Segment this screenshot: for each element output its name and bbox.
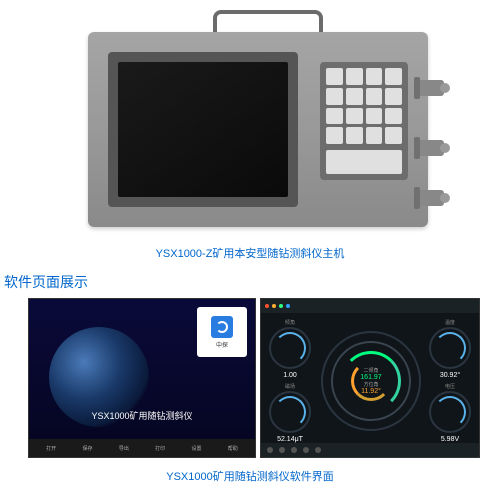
mini-gauge-tr: 温度 30.92° (429, 327, 471, 369)
connector-icon (416, 140, 444, 156)
center-value-1: 161.97 (360, 374, 381, 381)
gauge-label: 磁场 (271, 383, 309, 390)
gauge-value: 52.14μT (271, 436, 309, 443)
status-dot-icon (279, 304, 283, 308)
splash-screenshot: 中探 YSX1000矿用随钻测斜仪 打开 保存 导出 打印 设置 帮助 (28, 298, 256, 458)
toolbar-item: 导出 (119, 445, 129, 452)
device-body (88, 32, 428, 227)
screen-bezel (108, 52, 298, 207)
device-keypad (320, 62, 408, 180)
gauge-value: 5.98V (431, 436, 469, 443)
splash-title: YSX1000矿用随钻测斜仪 (29, 409, 255, 422)
logo-label: 中探 (216, 340, 228, 349)
toolbar-item: 打印 (155, 445, 165, 452)
mini-gauge-tl: 倾角 1.00 (269, 327, 311, 369)
dash-footer (261, 443, 479, 457)
gauge-value: 1.00 (271, 372, 309, 379)
footer-dot-icon (303, 447, 309, 453)
device-handle (213, 10, 323, 32)
status-dot-icon (286, 304, 290, 308)
keypad-grid (326, 68, 402, 144)
mini-gauge-bl: 磁场 52.14μT (269, 391, 311, 433)
dash-header (261, 299, 479, 313)
footer-dot-icon (315, 447, 321, 453)
gauge-value: 30.92° (431, 372, 469, 379)
software-screenshots: 中探 YSX1000矿用随钻测斜仪 打开 保存 导出 打印 设置 帮助 二倾角 (28, 298, 480, 458)
keypad-trackpad (326, 150, 402, 174)
toolbar-item: 帮助 (228, 445, 238, 452)
gauge-label: 温度 (431, 319, 469, 326)
mini-gauge-br: 电压 5.98V (429, 391, 471, 433)
center-value-2: 11.92° (361, 388, 381, 395)
software-caption: YSX1000矿用随钻测斜仪软件界面 (0, 468, 500, 484)
footer-dot-icon (291, 447, 297, 453)
connector-icon (416, 80, 444, 96)
dashboard-screenshot: 二倾角 161.97 方位角 11.92° 倾角 1.00 温度 30.92° … (260, 298, 480, 458)
section-title: 软件页面展示 (4, 272, 88, 292)
splash-toolbar: 打开 保存 导出 打印 设置 帮助 (29, 439, 255, 457)
connector-icon (416, 190, 444, 206)
toolbar-item: 保存 (82, 445, 92, 452)
splash-logo: 中探 (197, 307, 247, 357)
status-dot-icon (272, 304, 276, 308)
device-caption: YSX1000-Z矿用本安型随钻测斜仪主机 (0, 245, 500, 261)
center-gauge: 二倾角 161.97 方位角 11.92° (321, 331, 421, 431)
device-screen (118, 62, 288, 197)
center-label-1: 二倾角 (363, 367, 378, 374)
status-dot-icon (265, 304, 269, 308)
toolbar-item: 打开 (46, 445, 56, 452)
toolbar-item: 设置 (191, 445, 201, 452)
gauge-label: 倾角 (271, 319, 309, 326)
device-illustration (88, 10, 448, 230)
logo-mark-icon (211, 316, 233, 338)
gauge-label: 电压 (431, 383, 469, 390)
center-label-2: 方位角 (363, 381, 378, 388)
footer-dot-icon (267, 447, 273, 453)
footer-dot-icon (279, 447, 285, 453)
center-readout: 二倾角 161.97 方位角 11.92° (321, 331, 421, 431)
